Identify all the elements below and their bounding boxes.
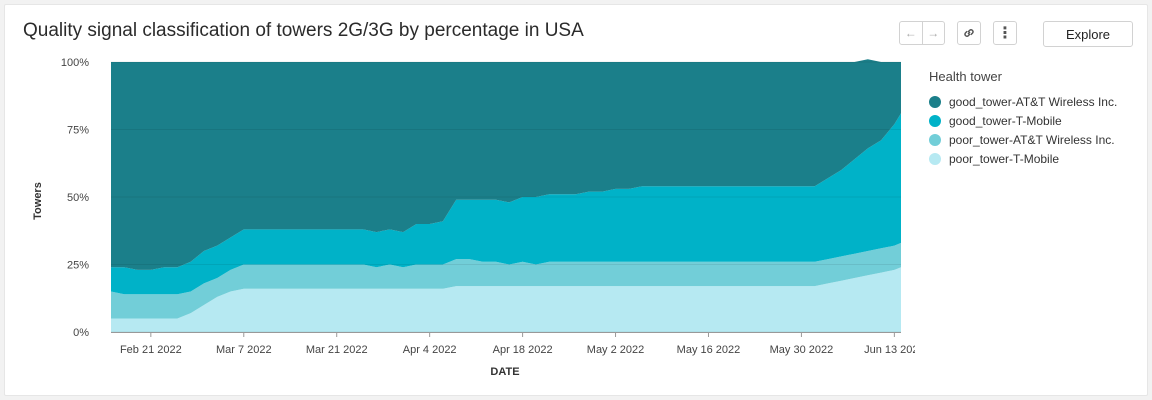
legend-item[interactable]: good_tower-AT&T Wireless Inc.: [929, 92, 1117, 111]
legend-swatch-icon: [929, 114, 941, 127]
legend-label: good_tower-AT&T Wireless Inc.: [949, 94, 1118, 109]
area-series-2: [111, 113, 901, 295]
legend-title: Health tower: [929, 69, 1002, 84]
chart-title: Quality signal classification of towers …: [23, 20, 584, 41]
area-series-3: [111, 59, 901, 270]
chart-card: Quality signal classification of towers …: [4, 4, 1148, 396]
legend-item[interactable]: good_tower-T-Mobile: [929, 111, 1117, 130]
x-axis-label: DATE: [490, 366, 519, 378]
legend-label: poor_tower-T-Mobile: [949, 151, 1060, 166]
y-tick-label: 50%: [67, 192, 89, 204]
x-tick-label: May 2 2022: [587, 344, 644, 356]
x-tick-label: Feb 21 2022: [120, 344, 182, 356]
pager-buttons: ← →: [899, 21, 945, 45]
y-tick-label: 0%: [73, 327, 89, 339]
legend-item[interactable]: poor_tower-AT&T Wireless Inc.: [929, 130, 1117, 149]
x-tick-label: May 30 2022: [770, 344, 834, 356]
legend-item[interactable]: poor_tower-T-Mobile: [929, 149, 1117, 168]
more-options-button[interactable]: ⋮: [993, 21, 1017, 45]
x-tick-label: Apr 18 2022: [493, 344, 553, 356]
link-button[interactable]: [957, 21, 981, 45]
y-tick-label: 100%: [61, 57, 89, 69]
legend-swatch-icon: [929, 95, 941, 108]
x-tick-label: Jun 13 2022: [864, 344, 915, 356]
legend-label: poor_tower-AT&T Wireless Inc.: [949, 132, 1115, 147]
y-axis-label: Towers: [32, 182, 44, 220]
x-tick-label: Mar 21 2022: [306, 344, 368, 356]
legend-label: good_tower-T-Mobile: [949, 113, 1062, 128]
area-series-0: [111, 267, 901, 332]
stacked-area-chart: 0% 25% 50% 75% 100% Feb 21 2022 Mar 7 2022 Mar…: [32, 57, 915, 378]
x-tick-label: Apr 4 2022: [403, 344, 457, 356]
link-icon: [964, 29, 974, 37]
legend: Health tower good_tower-AT&T Wireless In…: [929, 69, 1117, 168]
y-tick-label: 25%: [67, 260, 89, 272]
x-tick-label: May 16 2022: [677, 344, 741, 356]
legend-swatch-icon: [929, 152, 941, 165]
next-arrow-icon[interactable]: →: [921, 22, 945, 44]
legend-swatch-icon: [929, 133, 941, 146]
explore-button[interactable]: Explore: [1043, 21, 1133, 47]
x-tick-label: Mar 7 2022: [216, 344, 272, 356]
y-tick-label: 75%: [67, 125, 89, 137]
prev-arrow-icon[interactable]: ←: [904, 26, 917, 40]
